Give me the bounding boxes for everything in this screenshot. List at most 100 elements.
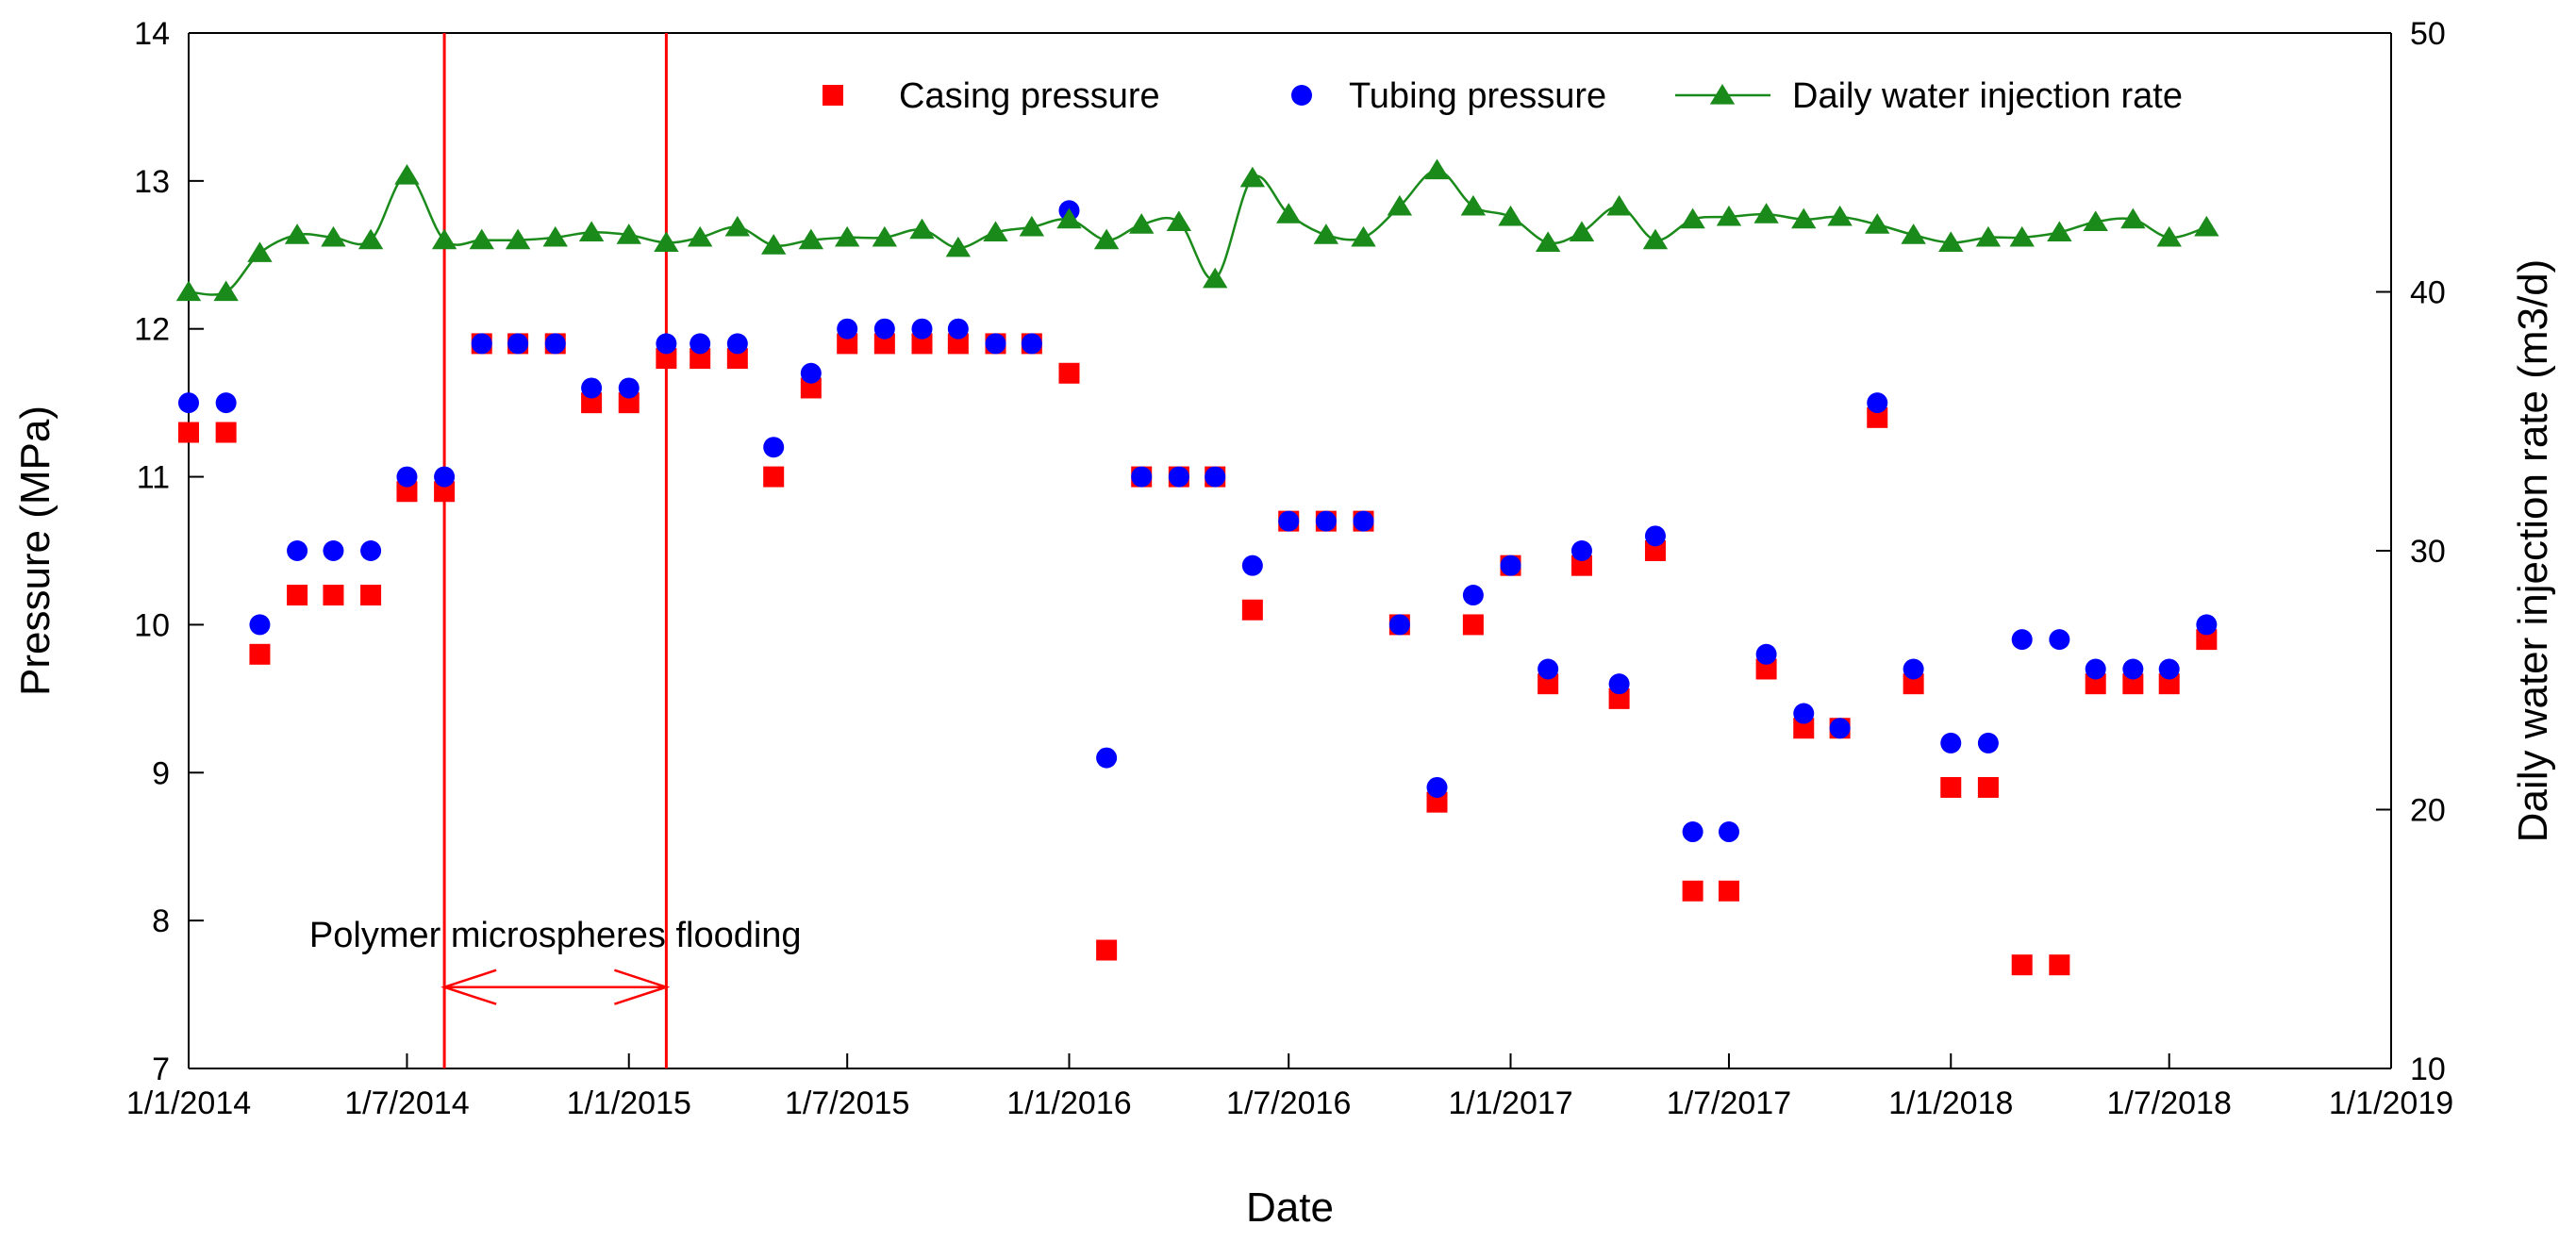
tubing-pressure-point [800, 362, 822, 384]
tubing-pressure-point [1131, 466, 1153, 488]
injection-rate-point [909, 218, 935, 240]
casing-pressure-point [690, 348, 711, 370]
injection-rate-point [1865, 213, 1890, 234]
tubing-pressure-point [763, 437, 785, 458]
casing-pressure-point [1755, 658, 1777, 680]
casing-pressure-point [434, 481, 456, 503]
casing-pressure-point [1241, 599, 1263, 621]
tubing-pressure-point [471, 333, 492, 355]
x-axis-title: Date [1246, 1184, 1334, 1231]
injection-rate-point [616, 224, 641, 244]
x-tick-label: 1/1/2019 [2329, 1085, 2453, 1121]
injection-rate-point [1791, 207, 1817, 229]
tubing-pressure-point [2158, 658, 2180, 680]
y-left-tick-label: 8 [152, 903, 170, 939]
injection-rate-point [578, 221, 605, 241]
casing-pressure-point [1571, 555, 1592, 576]
injection-rate-point [1606, 194, 1632, 216]
tubing-pressure-point [911, 318, 933, 339]
x-tick-label: 1/1/2017 [1448, 1085, 1572, 1121]
tubing-pressure-point [1205, 466, 1226, 488]
y-left-tick-label: 13 [134, 164, 170, 200]
tubing-pressure-point [656, 333, 677, 355]
injection-rate-point [1569, 221, 1595, 241]
tubing-pressure-point [618, 377, 640, 399]
casing-pressure-point [215, 422, 237, 443]
casing-pressure-point [1644, 540, 1666, 561]
injection-rate-point [654, 231, 679, 252]
casing-pressure-point [360, 585, 382, 606]
casing-pressure-point [1426, 791, 1448, 813]
tubing-pressure-point [323, 540, 344, 561]
injection-rate-point [983, 221, 1008, 241]
injection-rate-point [945, 236, 972, 257]
injection-rate-point [2047, 221, 2072, 241]
injection-rate-point [247, 241, 273, 262]
injection-rate-point [2083, 210, 2108, 231]
x-tick-label: 1/1/2014 [126, 1085, 251, 1121]
injection-rate-point [1680, 207, 1705, 229]
injection-rate-point [357, 228, 384, 250]
injection-rate-point [872, 225, 898, 247]
tubing-pressure-point [1793, 703, 1815, 724]
legend-marker-tubing [1291, 85, 1312, 106]
injection-rate-point [542, 225, 568, 247]
tubing-pressure-point [1500, 555, 1521, 576]
legend-marker-casing [823, 85, 843, 106]
tubing-pressure-point [1096, 747, 1118, 769]
injection-rate-point [284, 224, 310, 244]
y-left-tick-label: 10 [134, 607, 170, 643]
tubing-pressure-point [1682, 821, 1703, 843]
legend-label-injection: Daily water injection rate [1792, 76, 2183, 116]
y-left-tick-label: 11 [137, 460, 170, 496]
y-right-tick-label: 50 [2410, 16, 2446, 52]
tubing-pressure-point [2122, 658, 2144, 680]
tubing-pressure-point [985, 333, 1006, 355]
injection-rate-point [1642, 228, 1669, 250]
x-tick-label: 1/7/2018 [2107, 1085, 2232, 1121]
casing-pressure-point [178, 422, 199, 443]
y-left-tick-label: 14 [134, 16, 170, 52]
tubing-pressure-point [873, 318, 895, 339]
x-tick-label: 1/7/2017 [1667, 1085, 1791, 1121]
injection-rate-point [321, 225, 346, 247]
injection-rate-point [1498, 205, 1523, 226]
casing-pressure-point [2085, 673, 2106, 695]
injection-rate-point [1093, 228, 1120, 250]
plot-layer: 1/1/2014 1/7/2014 1/1/2015 1/7/2015 1/1/2016… [12, 16, 2556, 1231]
tubing-pressure-point [1537, 658, 1559, 680]
casing-pressure-point [1718, 880, 1739, 902]
casing-pressure-point [656, 348, 677, 370]
injection-rate-point [1975, 225, 2002, 247]
casing-pressure-point [1058, 362, 1080, 384]
tubing-pressure-point [1867, 392, 1888, 414]
tubing-pressure-point [178, 392, 199, 414]
x-tick-label: 1/7/2015 [785, 1085, 909, 1121]
tubing-pressure-point [1462, 585, 1484, 606]
y-left-axis-title: Pressure (MPa) [12, 406, 58, 696]
tubing-pressure-point [507, 333, 529, 355]
injection-rate-point [1203, 267, 1228, 289]
injection-rate-point [1019, 215, 1045, 237]
injection-rate-point [760, 234, 787, 255]
tubing-pressure-point [2049, 629, 2070, 651]
y-right-tick-label: 20 [2410, 793, 2446, 829]
y-right-tick-label: 10 [2410, 1052, 2446, 1087]
tubing-pressure-point [1977, 732, 1999, 753]
tubing-pressure-point [287, 540, 308, 561]
casing-pressure-point [581, 392, 603, 414]
tubing-pressure-point [434, 466, 456, 488]
injection-rate-point [1276, 203, 1302, 224]
casing-pressure-point [763, 466, 785, 488]
injection-rate-point [505, 228, 531, 250]
y-left-tick-label: 12 [134, 312, 170, 348]
tubing-pressure-point [1241, 555, 1263, 576]
tubing-pressure-point [1571, 540, 1592, 561]
injection-rate-point [1938, 231, 1964, 252]
casing-pressure-point [1682, 880, 1703, 902]
tubing-pressure-point [1278, 510, 1300, 532]
injection-rate-point [1129, 213, 1155, 234]
injection-rate-point [1753, 203, 1779, 224]
x-tick-label: 1/1/2016 [1006, 1085, 1131, 1121]
